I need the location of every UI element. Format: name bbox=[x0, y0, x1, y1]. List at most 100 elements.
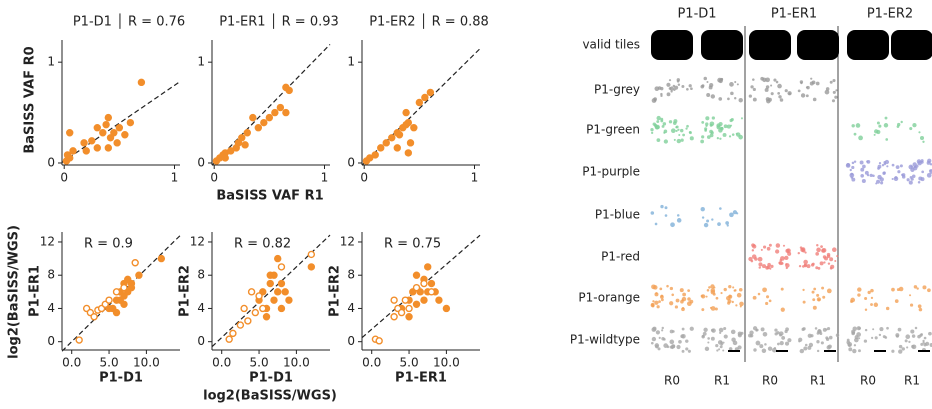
tile bbox=[918, 131, 921, 134]
tile bbox=[810, 263, 815, 267]
point bbox=[229, 329, 237, 338]
tile bbox=[874, 336, 878, 340]
tile bbox=[666, 284, 669, 288]
tile bbox=[871, 336, 874, 339]
tile bbox=[778, 95, 782, 99]
tile bbox=[878, 162, 882, 165]
y-tick-label: 0 bbox=[197, 155, 205, 169]
shared-x-label: log2(BaSISS/WGS) bbox=[203, 389, 337, 404]
tile bbox=[689, 326, 694, 331]
tile bbox=[715, 296, 719, 300]
point bbox=[285, 86, 293, 95]
tile bbox=[675, 129, 678, 133]
tile bbox=[895, 334, 899, 338]
tile bbox=[719, 345, 723, 349]
tile bbox=[731, 337, 736, 342]
tile bbox=[732, 210, 738, 215]
tile bbox=[821, 247, 827, 253]
tile bbox=[651, 327, 657, 332]
point bbox=[390, 296, 398, 304]
tile bbox=[662, 122, 667, 126]
tile bbox=[857, 287, 862, 292]
tile bbox=[853, 344, 857, 347]
tile bbox=[832, 90, 836, 94]
tile bbox=[886, 326, 889, 330]
point bbox=[66, 129, 74, 137]
tile bbox=[740, 117, 743, 120]
tile bbox=[685, 347, 689, 351]
tile bbox=[700, 139, 705, 144]
tile bbox=[680, 138, 684, 142]
tile bbox=[719, 331, 722, 334]
tile bbox=[735, 304, 738, 307]
tile bbox=[660, 298, 664, 302]
point bbox=[135, 271, 143, 279]
tile bbox=[866, 160, 869, 163]
tile bbox=[925, 341, 930, 346]
tile bbox=[706, 219, 710, 223]
tile bbox=[812, 298, 816, 302]
tile bbox=[858, 135, 863, 141]
tile bbox=[651, 131, 654, 135]
tile bbox=[674, 85, 679, 90]
tile bbox=[912, 122, 917, 128]
tile bbox=[669, 286, 674, 291]
y-tick-label: 8 bbox=[47, 268, 55, 282]
tile bbox=[702, 331, 707, 336]
tile bbox=[850, 299, 854, 303]
point bbox=[255, 292, 263, 300]
tile bbox=[726, 224, 729, 227]
tile bbox=[829, 80, 833, 84]
tile bbox=[717, 222, 721, 226]
tile bbox=[873, 133, 876, 136]
tile bbox=[679, 288, 684, 293]
point bbox=[377, 144, 385, 152]
tile bbox=[877, 167, 880, 170]
tile bbox=[666, 92, 671, 97]
tile bbox=[650, 341, 654, 345]
x-tick-label: 5.0 bbox=[100, 356, 119, 370]
point bbox=[249, 113, 257, 122]
tile bbox=[656, 115, 661, 121]
tile bbox=[709, 306, 712, 309]
y-axis-label: P1-ER1 bbox=[28, 265, 43, 317]
tile bbox=[732, 286, 735, 289]
tile bbox=[676, 218, 682, 223]
tile bbox=[782, 244, 786, 247]
tile bbox=[703, 76, 708, 81]
tile bbox=[669, 301, 674, 306]
tile bbox=[802, 327, 806, 331]
tile bbox=[715, 343, 719, 348]
tile bbox=[679, 128, 684, 133]
tile bbox=[820, 245, 823, 249]
y-tick-label: 4 bbox=[47, 301, 55, 315]
tile bbox=[893, 176, 899, 181]
tile bbox=[804, 251, 807, 254]
tile bbox=[704, 128, 707, 131]
tile bbox=[752, 97, 757, 102]
point bbox=[307, 263, 316, 271]
tile bbox=[738, 98, 743, 103]
tile bbox=[657, 86, 662, 90]
tile bbox=[730, 118, 734, 122]
tile bbox=[669, 329, 674, 334]
point bbox=[241, 141, 249, 149]
y-axis-label: BaSISS VAF R0 bbox=[23, 46, 38, 153]
tile bbox=[800, 93, 806, 98]
tile bbox=[864, 328, 868, 332]
tile bbox=[860, 173, 864, 178]
row-label: P1-orange bbox=[578, 291, 640, 305]
tile bbox=[762, 331, 768, 337]
tile bbox=[766, 246, 771, 251]
tile bbox=[869, 173, 873, 178]
tile bbox=[660, 94, 663, 98]
tile bbox=[835, 333, 840, 337]
tile bbox=[659, 287, 663, 291]
tile bbox=[682, 292, 687, 297]
tile bbox=[689, 136, 694, 141]
tile bbox=[701, 120, 705, 124]
point bbox=[435, 296, 443, 304]
point bbox=[421, 93, 429, 102]
tile bbox=[729, 212, 734, 218]
tile bbox=[917, 181, 921, 184]
